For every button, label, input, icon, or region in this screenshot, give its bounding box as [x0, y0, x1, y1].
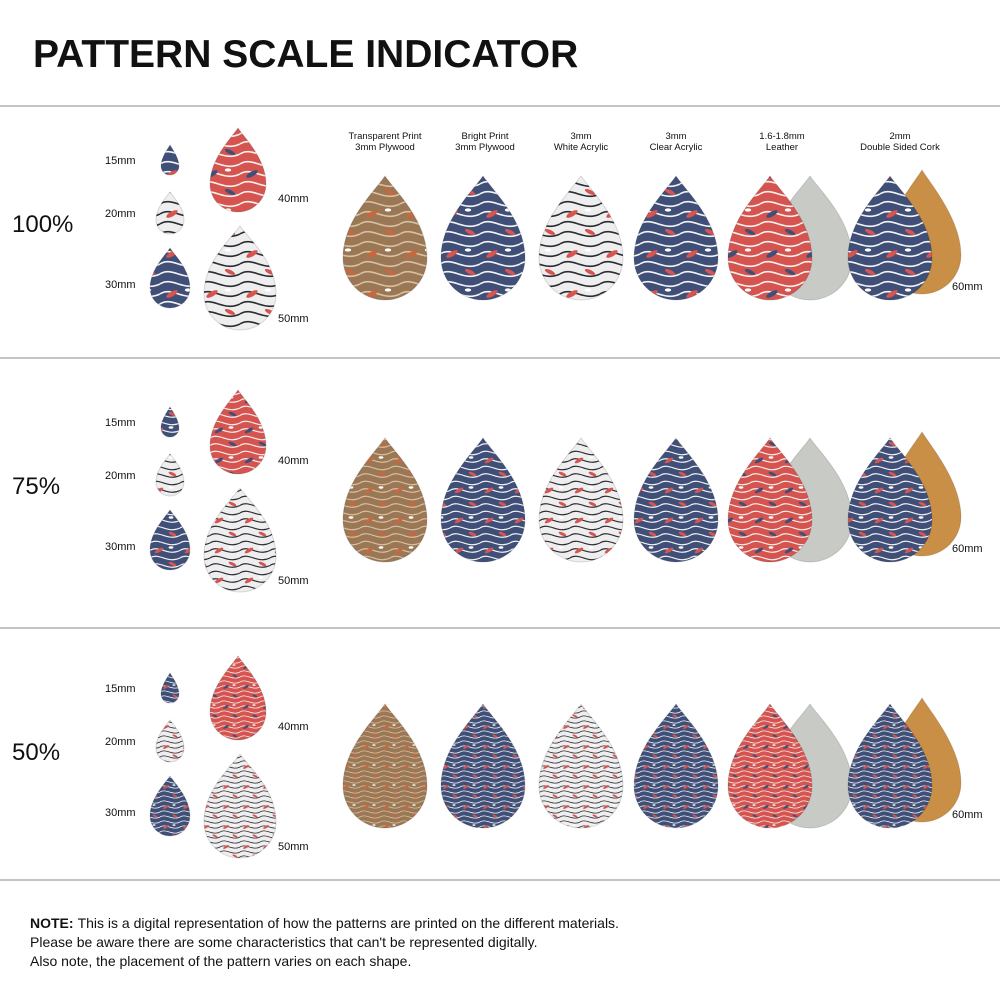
material-teardrop — [342, 175, 428, 301]
scale-label: 75% — [12, 473, 60, 500]
small-teardrop — [203, 487, 277, 593]
small-teardrop — [155, 453, 185, 497]
scale-label: 100% — [12, 211, 73, 238]
size-label: 30mm — [105, 807, 136, 819]
note-text: Please be aware there are some character… — [30, 934, 537, 950]
material-teardrop — [538, 437, 624, 563]
small-teardrop — [209, 655, 267, 741]
material-label: 3mm Plywood — [455, 142, 515, 153]
size-label: 30mm — [105, 279, 136, 291]
material-teardrop — [847, 175, 933, 301]
small-teardrop — [160, 672, 180, 704]
material-teardrop — [847, 437, 933, 563]
size-label: 15mm — [105, 683, 136, 695]
size-label: 40mm — [278, 455, 309, 467]
small-teardrop — [160, 406, 180, 438]
material-label: Bright Print — [462, 131, 509, 142]
material-label: 3mm Plywood — [355, 142, 415, 153]
material-teardrop — [342, 437, 428, 563]
small-teardrop — [149, 509, 191, 571]
size-label: 40mm — [278, 193, 309, 205]
material-teardrop — [727, 437, 813, 563]
small-teardrop — [155, 719, 185, 763]
title: PATTERN SCALE INDICATOR — [33, 33, 578, 76]
material-label: White Acrylic — [554, 142, 609, 153]
size-label: 30mm — [105, 541, 136, 553]
size-label: 60mm — [952, 809, 983, 821]
material-teardrop — [538, 175, 624, 301]
material-teardrop — [847, 703, 933, 829]
material-teardrop — [633, 437, 719, 563]
small-teardrop — [155, 191, 185, 235]
material-label: Transparent Print — [348, 131, 421, 142]
material-label: Leather — [766, 142, 798, 153]
note-label: NOTE: — [30, 915, 74, 931]
small-teardrop — [149, 775, 191, 837]
material-label: 2mm — [889, 131, 910, 142]
material-teardrop — [727, 175, 813, 301]
size-label: 60mm — [952, 281, 983, 293]
size-label: 20mm — [105, 470, 136, 482]
size-label: 50mm — [278, 575, 309, 587]
material-label: Double Sided Cork — [860, 142, 940, 153]
note-text: Also note, the placement of the pattern … — [30, 953, 411, 969]
small-teardrop — [160, 144, 180, 176]
note-line: NOTE: This is a digital representation of… — [30, 915, 619, 931]
size-label: 40mm — [278, 721, 309, 733]
small-teardrop — [149, 247, 191, 309]
material-teardrop — [440, 175, 526, 301]
small-teardrop — [209, 389, 267, 475]
size-label: 15mm — [105, 155, 136, 167]
size-label: 20mm — [105, 736, 136, 748]
size-label: 50mm — [278, 313, 309, 325]
material-teardrop — [538, 703, 624, 829]
note-text: This is a digital representation of how … — [78, 915, 619, 931]
material-label: Clear Acrylic — [650, 142, 703, 153]
scale-label: 50% — [12, 739, 60, 766]
size-label: 60mm — [952, 543, 983, 555]
small-teardrop — [203, 753, 277, 859]
small-teardrop — [203, 225, 277, 331]
material-teardrop — [440, 437, 526, 563]
material-label: 3mm — [665, 131, 686, 142]
size-label: 20mm — [105, 208, 136, 220]
material-label: 1.6-1.8mm — [759, 131, 804, 142]
material-teardrop — [633, 703, 719, 829]
size-label: 50mm — [278, 841, 309, 853]
size-label: 15mm — [105, 417, 136, 429]
small-teardrop — [209, 127, 267, 213]
material-teardrop — [727, 703, 813, 829]
material-teardrop — [633, 175, 719, 301]
material-teardrop — [342, 703, 428, 829]
material-label: 3mm — [570, 131, 591, 142]
material-teardrop — [440, 703, 526, 829]
